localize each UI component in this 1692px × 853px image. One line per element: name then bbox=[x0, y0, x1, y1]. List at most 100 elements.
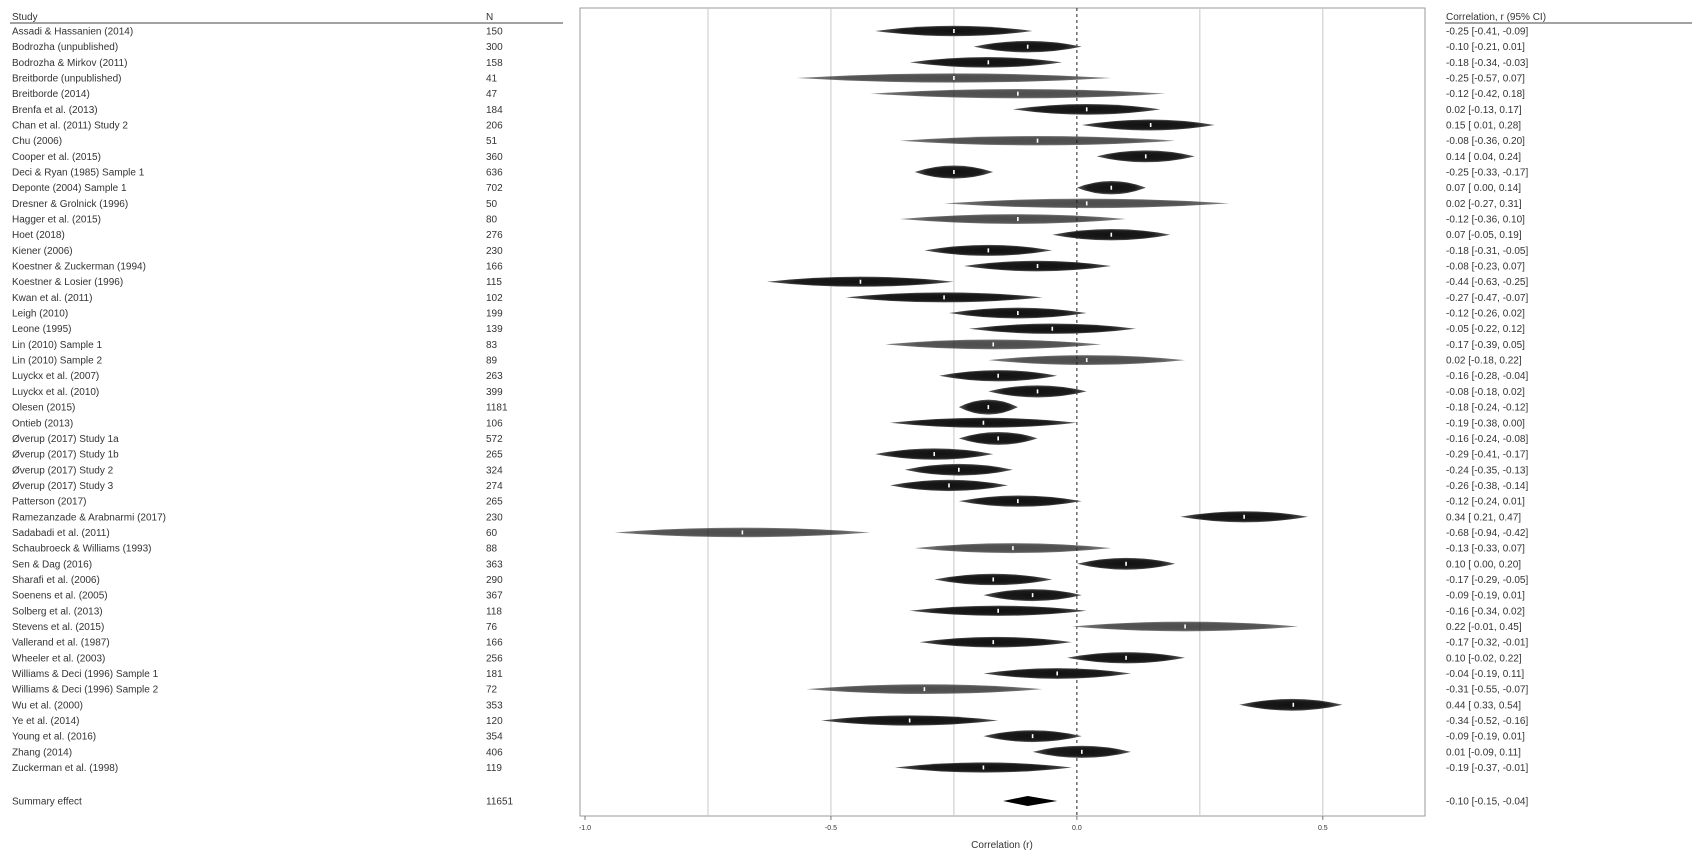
point-estimate-marker bbox=[958, 467, 960, 472]
study-ci-text: -0.08 [-0.23, 0.07] bbox=[1446, 262, 1525, 273]
study-row: Lin (2010) Sample 1 83 -0.17 [-0.39, 0.05] bbox=[12, 339, 1525, 351]
point-estimate-marker bbox=[992, 342, 995, 347]
point-estimate-marker bbox=[1056, 671, 1058, 676]
study-row: Bodrozha (unpublished) 300 -0.10 [-0.21, 0… bbox=[12, 40, 1525, 53]
study-name: Lin (2010) Sample 2 bbox=[12, 356, 102, 367]
x-tick-label: -1.0 bbox=[579, 825, 591, 832]
study-row: Deci & Ryan (1985) Sample 1 636 -0.25 [-0.… bbox=[12, 165, 1528, 179]
study-name: Kiener (2006) bbox=[12, 246, 73, 257]
study-n: 367 bbox=[486, 591, 503, 602]
point-estimate-marker bbox=[943, 295, 945, 300]
study-name: Breitborde (unpublished) bbox=[12, 74, 122, 85]
study-name: Chan et al. (2011) Study 2 bbox=[12, 121, 128, 132]
study-name: Zuckerman et al. (1998) bbox=[12, 763, 118, 774]
point-estimate-marker bbox=[982, 765, 985, 770]
study-n: 139 bbox=[486, 324, 503, 335]
study-n: 181 bbox=[486, 669, 503, 680]
point-estimate-marker bbox=[1031, 734, 1034, 739]
study-n: 119 bbox=[486, 763, 502, 774]
study-row: Øverup (2017) Study 2 324 -0.24 [-0.35, -0… bbox=[12, 463, 1528, 476]
study-n: 206 bbox=[486, 121, 503, 132]
study-name: Lin (2010) Sample 1 bbox=[12, 340, 102, 351]
study-row: Deponte (2004) Sample 1 702 0.07 [ 0.00, 0… bbox=[12, 181, 1521, 195]
study-n: 106 bbox=[486, 418, 503, 429]
study-name: Brenfa et al. (2013) bbox=[12, 105, 98, 116]
study-n: 353 bbox=[486, 700, 503, 711]
study-row: Ontieb (2013) 106 -0.19 [-0.38, 0.00] bbox=[12, 417, 1525, 429]
study-row: Ye et al. (2014) 120 -0.34 [-0.52, -0.16] bbox=[12, 715, 1528, 727]
ci-diamond bbox=[919, 636, 1072, 648]
study-name: Øverup (2017) Study 1a bbox=[12, 434, 119, 445]
point-estimate-marker bbox=[1036, 264, 1039, 269]
study-ci-text: 0.07 [ 0.00, 0.14] bbox=[1446, 183, 1521, 194]
study-row: Williams & Deci (1996) Sample 1 181 -0.04 … bbox=[12, 668, 1524, 680]
study-name: Deci & Ryan (1985) Sample 1 bbox=[12, 168, 145, 179]
study-n: 89 bbox=[486, 356, 498, 367]
study-row: Luyckx et al. (2010) 399 -0.08 [-0.18, 0.0… bbox=[12, 385, 1525, 398]
study-name: Hoet (2018) bbox=[12, 230, 65, 241]
study-row: Assadi & Hassanien (2014) 150 -0.25 [-0.41… bbox=[12, 25, 1528, 38]
point-estimate-marker bbox=[1292, 702, 1295, 707]
study-name: Ramezanzade & Arabnarmi (2017) bbox=[12, 512, 166, 523]
study-ci-text: 0.22 [-0.01, 0.45] bbox=[1446, 622, 1522, 633]
study-n: 406 bbox=[486, 747, 503, 758]
study-n: 11651 bbox=[486, 797, 514, 808]
study-ci-text: -0.04 [-0.19, 0.11] bbox=[1446, 669, 1524, 680]
study-row: Williams & Deci (1996) Sample 2 72 -0.31 [… bbox=[12, 684, 1528, 696]
study-row: Hoet (2018) 276 0.07 [-0.05, 0.19] bbox=[12, 229, 1522, 241]
point-estimate-marker bbox=[1036, 389, 1039, 394]
study-ci-text: -0.09 [-0.19, 0.01] bbox=[1446, 732, 1525, 743]
study-name: Summary effect bbox=[12, 797, 82, 808]
study-n: 158 bbox=[486, 58, 503, 69]
study-n: 47 bbox=[486, 89, 498, 100]
plot-frame bbox=[579, 7, 1426, 817]
study-n: 399 bbox=[486, 387, 503, 398]
study-row: Breitborde (2014) 47 -0.12 [-0.42, 0.18] bbox=[12, 88, 1525, 100]
study-name: Solberg et al. (2013) bbox=[12, 606, 103, 617]
study-ci-text: -0.18 [-0.24, -0.12] bbox=[1446, 403, 1528, 414]
study-ci-text: -0.12 [-0.36, 0.10] bbox=[1446, 215, 1525, 226]
point-estimate-marker bbox=[1080, 749, 1083, 754]
study-row: Vallerand et al. (1987) 166 -0.17 [-0.32, … bbox=[12, 636, 1528, 649]
study-n: 290 bbox=[486, 575, 503, 586]
point-estimate-marker bbox=[1051, 326, 1054, 331]
study-name: Zhang (2014) bbox=[12, 747, 72, 758]
study-ci-text: 0.10 [-0.02, 0.22] bbox=[1446, 653, 1522, 664]
study-name: Williams & Deci (1996) Sample 1 bbox=[12, 669, 159, 680]
study-name: Stevens et al. (2015) bbox=[12, 622, 104, 633]
study-name: Koestner & Losier (1996) bbox=[12, 277, 123, 288]
study-name: Williams & Deci (1996) Sample 2 bbox=[12, 685, 159, 696]
study-ci-text: -0.09 [-0.19, 0.01] bbox=[1446, 591, 1525, 602]
point-estimate-marker bbox=[948, 483, 950, 488]
study-n: 50 bbox=[486, 199, 498, 210]
point-estimate-marker bbox=[1017, 499, 1019, 504]
n-column-header: N bbox=[486, 12, 493, 23]
study-ci-text: -0.19 [-0.37, -0.01] bbox=[1446, 763, 1528, 774]
study-ci-text: 0.01 [-0.09, 0.11] bbox=[1446, 747, 1521, 758]
x-tick-label: 0.0 bbox=[1072, 825, 1082, 832]
study-row: Hagger et al. (2015) 80 -0.12 [-0.36, 0.10… bbox=[12, 214, 1525, 226]
study-name: Øverup (2017) Study 3 bbox=[12, 481, 114, 492]
study-n: 80 bbox=[486, 215, 498, 226]
point-estimate-marker bbox=[933, 452, 936, 457]
study-n: 363 bbox=[486, 559, 503, 570]
study-name: Bodrozha & Mirkov (2011) bbox=[12, 58, 127, 69]
study-row: Wu et al. (2000) 353 0.44 [ 0.33, 0.54] bbox=[12, 698, 1521, 711]
point-estimate-marker bbox=[953, 76, 955, 81]
point-estimate-marker bbox=[997, 608, 999, 613]
study-name: Øverup (2017) Study 1b bbox=[12, 450, 119, 461]
study-ci-text: 0.02 [-0.13, 0.17] bbox=[1446, 105, 1522, 116]
study-ci-text: -0.16 [-0.28, -0.04] bbox=[1446, 371, 1528, 382]
point-estimate-marker bbox=[997, 436, 999, 441]
point-estimate-marker bbox=[1036, 138, 1039, 143]
study-ci-text: -0.24 [-0.35, -0.13] bbox=[1446, 465, 1528, 476]
study-row: Chan et al. (2011) Study 2 206 0.15 [ 0.01… bbox=[12, 119, 1521, 132]
study-n: 572 bbox=[486, 434, 503, 445]
study-row: Lin (2010) Sample 2 89 0.02 [-0.18, 0.22] bbox=[12, 355, 1522, 367]
study-row: Young et al. (2016) 354 -0.09 [-0.19, 0.01… bbox=[12, 730, 1525, 743]
study-ci-text: -0.25 [-0.57, 0.07] bbox=[1446, 74, 1525, 85]
study-ci-text: -0.10 [-0.15, -0.04] bbox=[1446, 797, 1528, 808]
point-estimate-marker bbox=[987, 60, 990, 65]
study-name: Koestner & Zuckerman (1994) bbox=[12, 262, 146, 273]
